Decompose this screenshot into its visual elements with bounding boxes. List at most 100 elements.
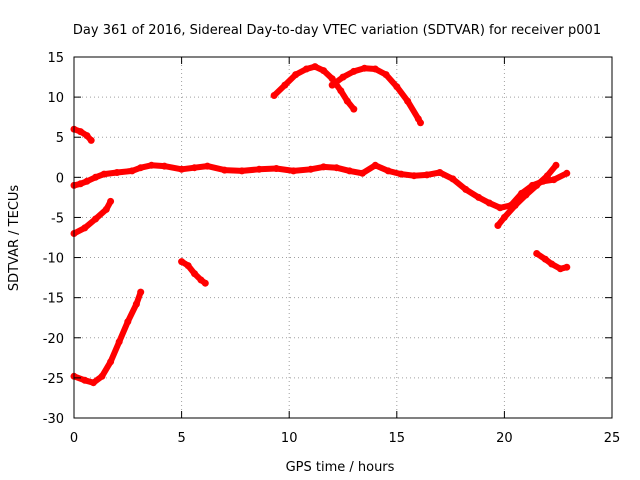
data-point	[87, 136, 95, 144]
data-point	[292, 71, 300, 79]
y-tick-label: 5	[56, 131, 64, 146]
data-point	[124, 318, 132, 326]
data-point	[350, 67, 358, 75]
data-point	[272, 165, 280, 172]
data-point	[339, 73, 347, 81]
data-point	[346, 167, 353, 175]
data-point	[184, 262, 192, 270]
data-point	[290, 167, 297, 175]
data-point	[371, 161, 379, 169]
data-point	[556, 265, 564, 273]
data-point	[81, 224, 89, 232]
data-point	[92, 173, 99, 181]
data-point	[203, 162, 211, 170]
data-point	[89, 379, 97, 387]
data-point	[92, 215, 99, 223]
data-point	[358, 169, 366, 177]
series-line	[329, 65, 424, 126]
data-point	[115, 338, 123, 346]
data-point	[543, 172, 551, 180]
data-point	[191, 164, 198, 172]
data-point	[417, 119, 424, 127]
data-point	[548, 260, 556, 268]
data-point	[221, 166, 229, 174]
data-point	[496, 204, 504, 212]
data-point	[201, 279, 209, 287]
data-point	[270, 92, 278, 99]
series-track-4	[70, 161, 571, 212]
series-track-7	[178, 258, 209, 287]
data-point	[238, 167, 246, 175]
series-track-5	[270, 63, 358, 113]
data-point	[533, 250, 541, 257]
data-point	[361, 64, 368, 72]
data-point	[132, 300, 140, 308]
x-tick-label: 25	[604, 431, 621, 446]
data-point	[485, 199, 493, 207]
data-point	[113, 169, 121, 176]
data-point	[563, 263, 571, 271]
data-point	[137, 288, 145, 296]
data-point	[423, 171, 431, 179]
y-tick-label: -15	[43, 292, 64, 307]
y-tick-label: -30	[43, 412, 64, 427]
data-point	[98, 372, 106, 380]
series-track-8	[494, 161, 560, 229]
data-point	[148, 161, 155, 169]
data-point	[281, 81, 289, 89]
data-point	[494, 222, 502, 229]
y-tick-label: -10	[43, 252, 64, 267]
data-point	[77, 128, 84, 136]
data-point	[522, 191, 530, 199]
series-track-6	[328, 64, 424, 127]
y-tick-label: -20	[43, 332, 64, 347]
x-tick-label: 20	[496, 431, 513, 446]
data-point	[320, 67, 328, 75]
data-point	[83, 132, 91, 140]
series-line	[271, 63, 357, 113]
data-point	[128, 167, 136, 175]
series-track-9	[533, 250, 571, 273]
data-point	[343, 97, 351, 105]
data-point	[320, 163, 328, 171]
data-point	[393, 83, 401, 91]
y-tick-label: -5	[51, 211, 64, 226]
x-axis-label: GPS time / hours	[286, 460, 395, 475]
data-point	[475, 193, 483, 201]
data-point	[371, 65, 379, 73]
data-point	[500, 213, 508, 221]
data-point	[107, 197, 115, 205]
y-axis-label: SDTVAR / TECUs	[7, 185, 22, 292]
data-series	[70, 63, 571, 387]
y-tick-label: 15	[47, 51, 64, 66]
data-point	[449, 175, 457, 183]
data-point	[77, 180, 84, 188]
data-point	[191, 270, 198, 278]
data-point	[410, 172, 418, 180]
data-point	[404, 97, 412, 105]
x-tick-label: 10	[281, 431, 298, 446]
data-point	[107, 358, 115, 366]
data-point	[102, 205, 110, 213]
x-tick-label: 0	[70, 431, 78, 446]
y-tick-label: 0	[56, 171, 64, 186]
data-point	[178, 165, 186, 173]
data-point	[384, 167, 392, 175]
data-point	[137, 164, 145, 172]
data-point	[83, 177, 91, 185]
data-point	[337, 87, 345, 95]
data-point	[436, 169, 444, 176]
series-track-2	[70, 197, 115, 237]
data-point	[328, 81, 336, 89]
series-line	[71, 162, 570, 211]
y-tick-label: -25	[43, 372, 64, 387]
data-point	[397, 170, 405, 178]
data-point	[552, 161, 560, 169]
x-tick-label: 15	[389, 431, 406, 446]
data-point	[563, 169, 571, 177]
data-point	[533, 181, 541, 189]
data-point	[462, 185, 470, 193]
data-point	[311, 63, 319, 71]
